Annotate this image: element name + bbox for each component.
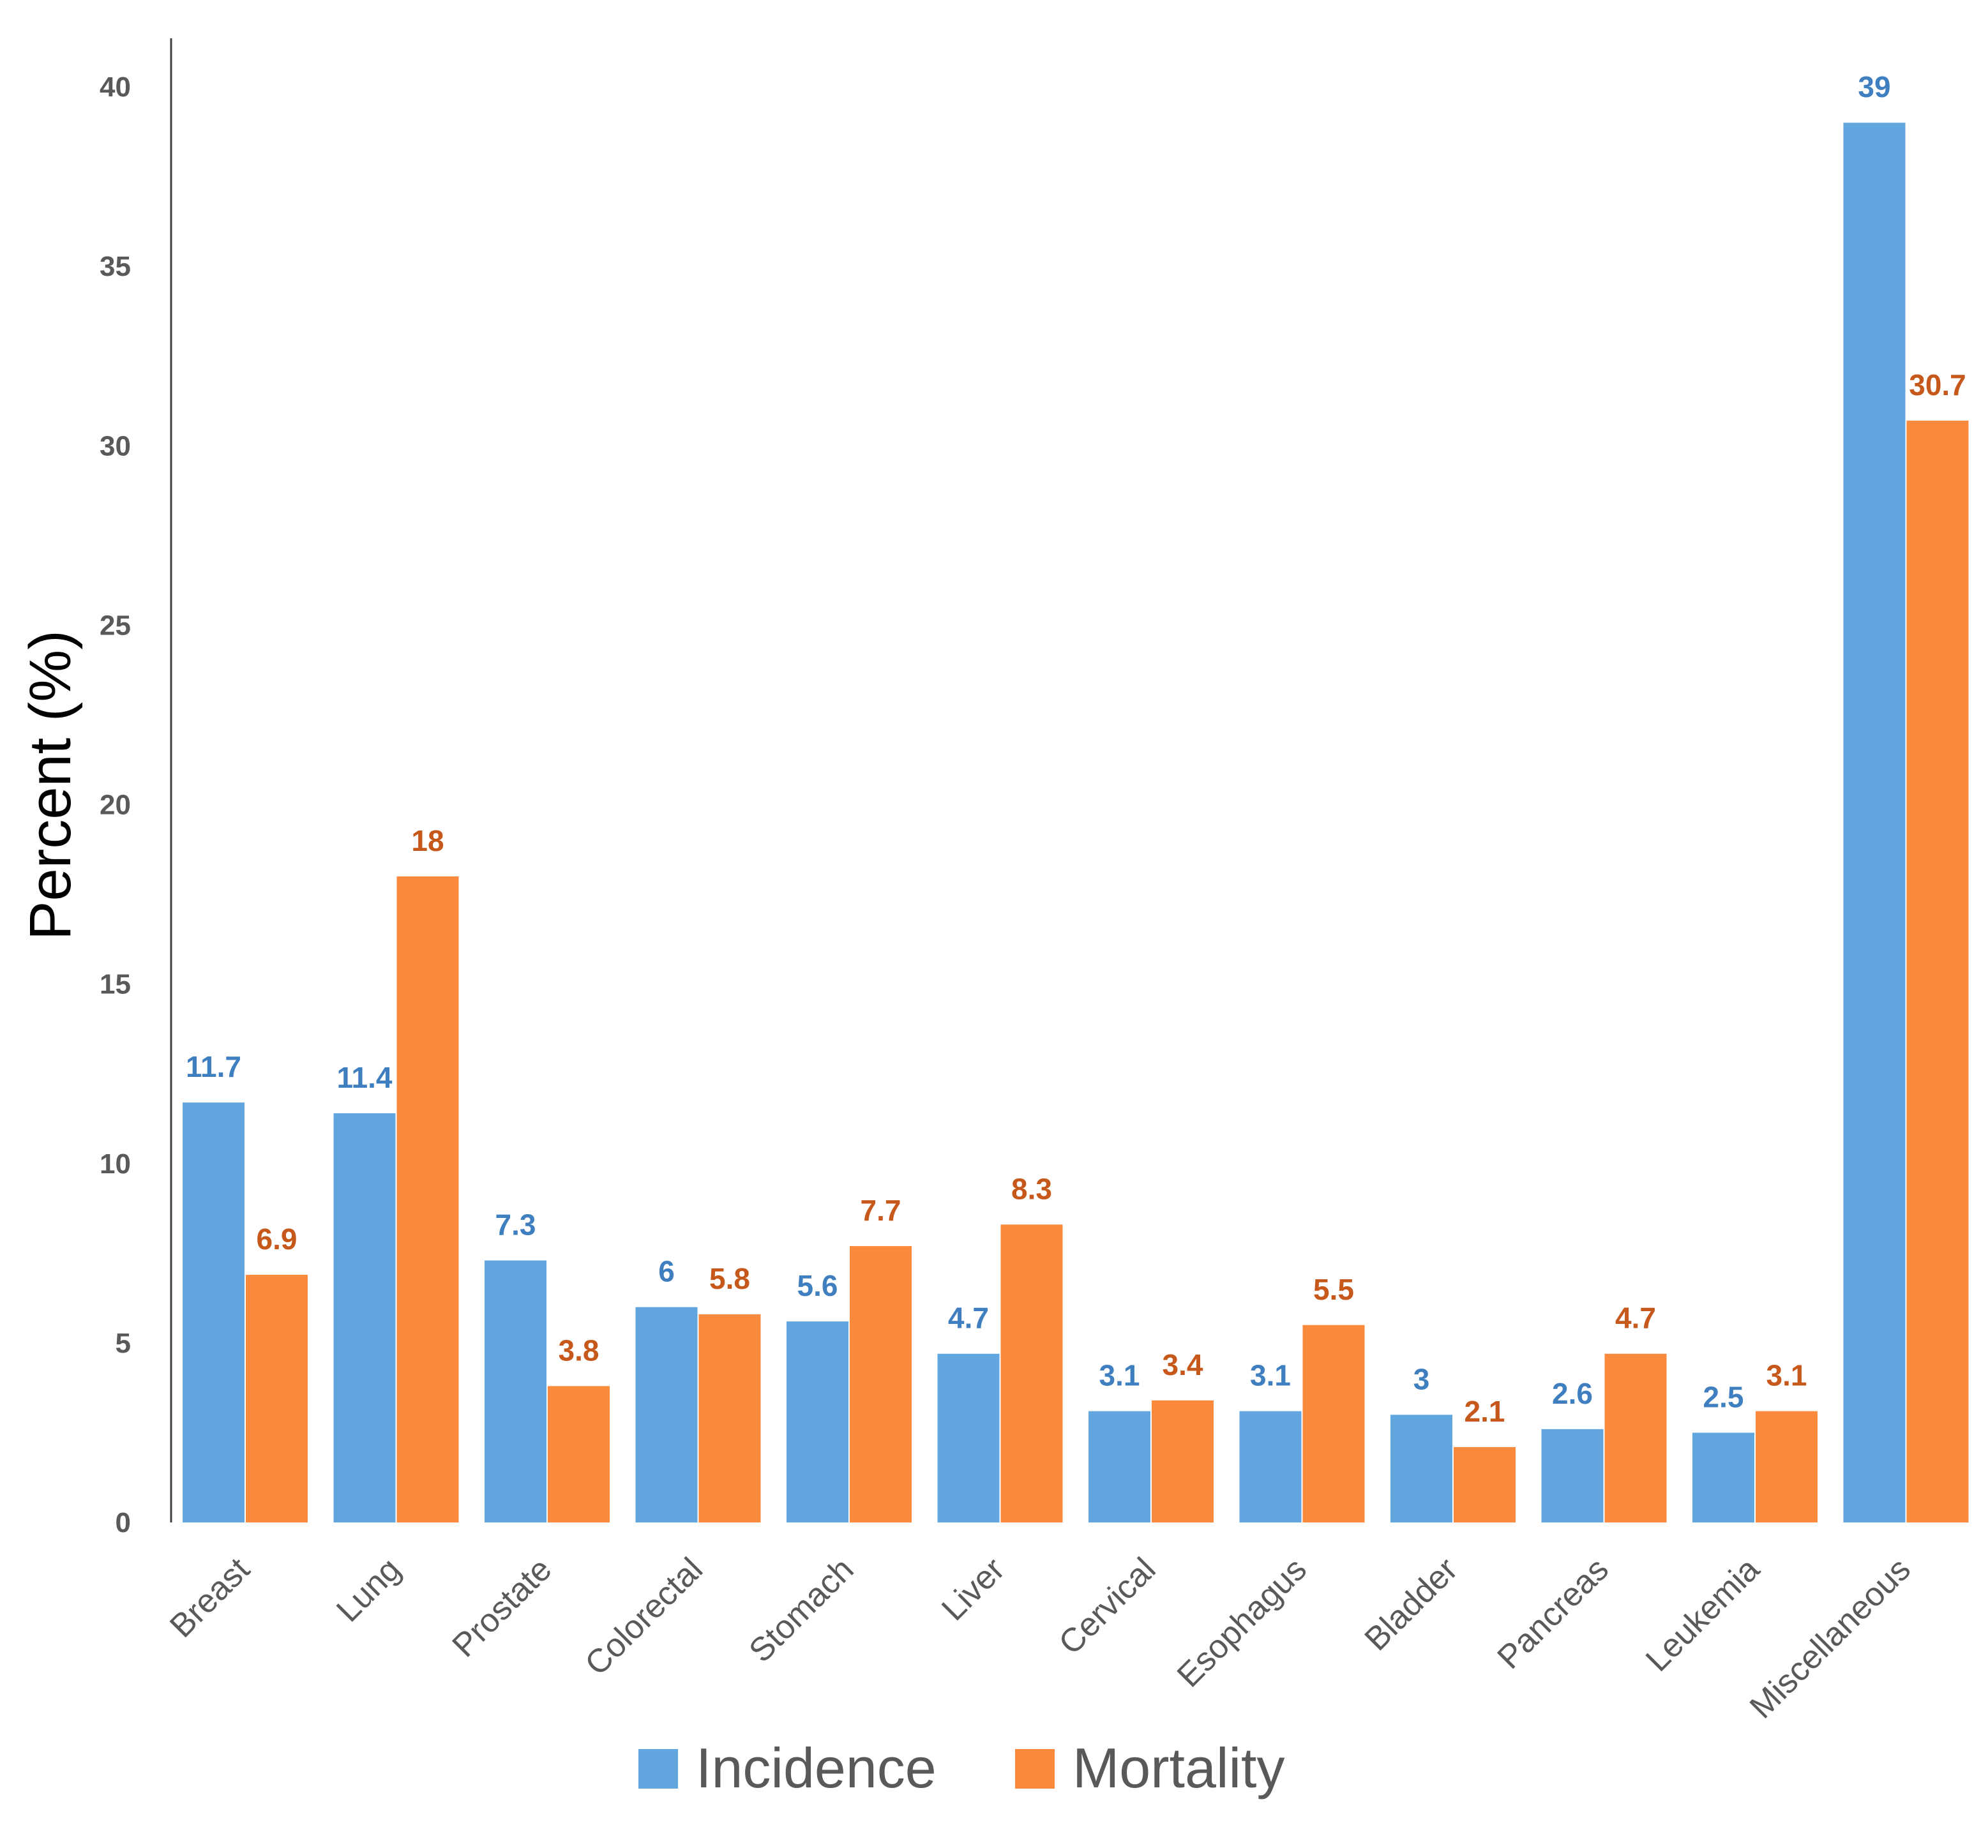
bar-leukemia-incidence xyxy=(1692,1432,1754,1522)
x-tick-label: Miscellaneous xyxy=(1743,1551,1918,1725)
bar-lung-incidence xyxy=(333,1113,396,1522)
data-label-prostate-incidence: 7.3 xyxy=(495,1208,536,1242)
data-label-miscellaneous-mortality: 30.7 xyxy=(1909,368,1966,402)
data-label-lung-incidence: 11.4 xyxy=(337,1061,393,1094)
bar-stomach-mortality xyxy=(850,1246,912,1522)
y-tick-label: 5 xyxy=(116,1328,131,1359)
bar-miscellaneous-incidence xyxy=(1843,123,1906,1522)
y-tick-label: 0 xyxy=(116,1507,131,1538)
bars-layer xyxy=(183,123,1969,1522)
y-tick-label: 15 xyxy=(100,969,131,1000)
data-label-miscellaneous-incidence: 39 xyxy=(1858,70,1890,103)
x-axis-ticks: Breast Lung Prostate Colorectal Stomach Liver… xyxy=(163,1551,1918,1725)
data-label-liver-mortality: 8.3 xyxy=(1011,1172,1052,1205)
data-label-cervical-incidence: 3.1 xyxy=(1099,1359,1140,1392)
x-tick-label: Colorectal xyxy=(578,1551,710,1683)
data-label-cervical-mortality: 3.4 xyxy=(1163,1348,1203,1381)
data-label-breast-incidence: 11.7 xyxy=(186,1050,241,1083)
legend-label-incidence: Incidence xyxy=(696,1736,937,1799)
bar-liver-incidence xyxy=(937,1353,1000,1522)
data-label-bladder-mortality: 2.1 xyxy=(1465,1395,1505,1428)
data-label-leukemia-incidence: 2.5 xyxy=(1703,1380,1744,1413)
y-tick-label: 40 xyxy=(100,71,131,103)
bar-esophagus-incidence xyxy=(1239,1411,1302,1522)
bar-cervical-incidence xyxy=(1088,1411,1150,1522)
y-tick-label: 25 xyxy=(100,610,131,641)
data-label-lung-mortality: 18 xyxy=(411,824,444,857)
x-tick-label: Liver xyxy=(935,1551,1012,1628)
bar-breast-incidence xyxy=(183,1102,245,1522)
x-tick-label: Esophagus xyxy=(1170,1551,1314,1694)
y-tick-label: 35 xyxy=(100,251,131,282)
data-label-liver-incidence: 4.7 xyxy=(948,1302,989,1335)
x-tick-label: Leukemia xyxy=(1639,1551,1766,1678)
bar-miscellaneous-mortality xyxy=(1906,420,1969,1522)
x-tick-label: Stomach xyxy=(742,1551,861,1669)
x-tick-label: Cervical xyxy=(1052,1551,1163,1662)
bar-stomach-incidence xyxy=(787,1321,848,1522)
bar-bladder-mortality xyxy=(1454,1446,1516,1522)
data-label-bladder-incidence: 3 xyxy=(1413,1362,1430,1395)
bar-prostate-mortality xyxy=(548,1386,610,1522)
bar-bladder-incidence xyxy=(1390,1415,1452,1522)
bar-leukemia-mortality xyxy=(1756,1411,1818,1522)
data-label-esophagus-mortality: 5.5 xyxy=(1313,1273,1354,1306)
data-label-breast-mortality: 6.9 xyxy=(257,1222,297,1256)
y-tick-label: 30 xyxy=(100,430,131,462)
y-tick-label: 10 xyxy=(100,1148,131,1180)
x-tick-label: Lung xyxy=(329,1551,408,1629)
x-tick-label: Bladder xyxy=(1358,1551,1465,1658)
data-label-stomach-mortality: 7.7 xyxy=(861,1194,901,1227)
y-axis-label: Percent (%) xyxy=(18,630,83,940)
bar-pancreas-mortality xyxy=(1604,1353,1667,1522)
x-tick-label: Breast xyxy=(163,1551,257,1645)
bar-pancreas-incidence xyxy=(1541,1429,1604,1522)
bar-cervical-mortality xyxy=(1152,1400,1214,1522)
bar-breast-mortality xyxy=(246,1275,308,1522)
y-tick-label: 20 xyxy=(100,790,131,821)
data-label-pancreas-incidence: 2.6 xyxy=(1552,1377,1593,1410)
data-label-stomach-incidence: 5.6 xyxy=(797,1269,838,1302)
data-label-colorectal-mortality: 5.8 xyxy=(709,1262,750,1295)
data-label-colorectal-incidence: 6 xyxy=(658,1255,675,1288)
y-axis-ticks: 0 5 10 15 20 25 30 35 40 xyxy=(100,71,131,1538)
legend-swatch-incidence xyxy=(638,1749,678,1789)
x-tick-label: Pancreas xyxy=(1491,1551,1616,1676)
legend-swatch-mortality xyxy=(1015,1749,1055,1789)
x-tick-label: Prostate xyxy=(446,1551,559,1664)
legend-label-mortality: Mortality xyxy=(1073,1736,1285,1799)
bar-colorectal-incidence xyxy=(635,1307,698,1522)
data-label-pancreas-mortality: 4.7 xyxy=(1615,1302,1656,1335)
data-labels-layer: 11.7 6.9 11.4 18 7.3 3.8 6 5.8 5.6 7.7 4.7 8.3 3.1 3.… xyxy=(186,70,1966,1428)
bar-prostate-incidence xyxy=(485,1260,546,1522)
legend: Incidence Mortality xyxy=(638,1736,1285,1799)
bar-liver-mortality xyxy=(1000,1224,1063,1522)
bar-esophagus-mortality xyxy=(1302,1325,1365,1522)
bar-lung-mortality xyxy=(396,876,459,1522)
data-label-leukemia-mortality: 3.1 xyxy=(1766,1359,1807,1392)
data-label-esophagus-incidence: 3.1 xyxy=(1250,1359,1291,1392)
data-label-prostate-mortality: 3.8 xyxy=(559,1333,599,1367)
bar-colorectal-mortality xyxy=(698,1314,761,1522)
